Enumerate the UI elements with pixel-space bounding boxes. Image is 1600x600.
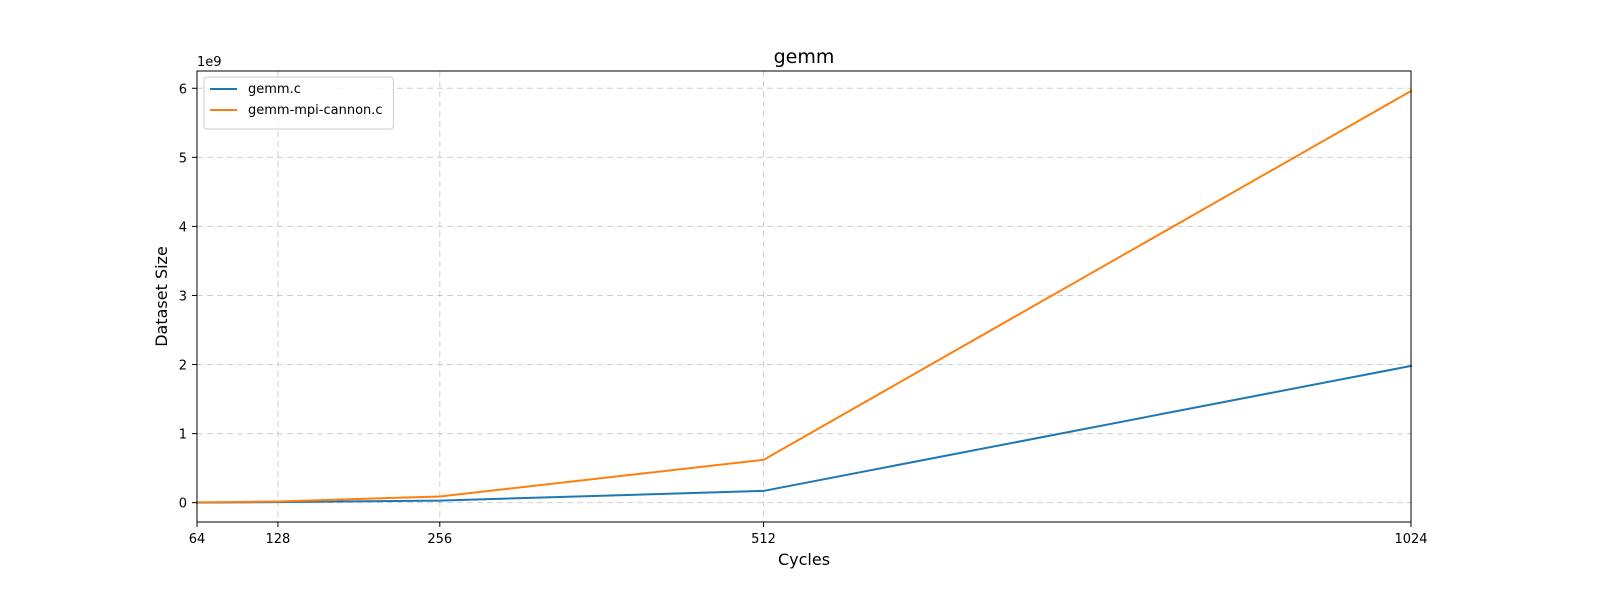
y-tick-label: 3	[179, 289, 187, 304]
x-axis-ticks: 64 128 256 512 1024	[189, 522, 1428, 547]
x-tick-label: 64	[189, 532, 206, 547]
chart-title: gemm	[774, 46, 835, 68]
series-line-gemm-c	[195, 364, 1413, 504]
legend: gemm.c gemm-mpi-cannon.c	[203, 76, 394, 130]
y-tick-label: 5	[179, 151, 187, 166]
series-line-gemm-mpi-cannon-c	[195, 89, 1413, 504]
y-axis-label: Dataset Size	[152, 246, 171, 347]
y-axis-ticks: 0 1 2 3 4 5 6	[179, 82, 197, 512]
y-tick-label: 2	[179, 359, 187, 374]
plot-area-frame	[196, 70, 1412, 523]
y-tick-label: 0	[179, 497, 187, 512]
series-lines	[195, 89, 1413, 504]
y-tick-label: 6	[179, 82, 187, 97]
legend-label: gemm-mpi-cannon.c	[248, 103, 383, 118]
x-tick-label: 256	[427, 532, 452, 547]
y-axis-offset-label: 1e9	[197, 55, 222, 70]
x-axis-label: Cycles	[778, 550, 830, 569]
legend-label: gemm.c	[248, 82, 301, 97]
x-tick-label: 512	[751, 532, 776, 547]
x-tick-label: 128	[266, 532, 291, 547]
grid	[196, 71, 1412, 522]
y-tick-label: 4	[179, 220, 187, 235]
legend-box	[203, 76, 394, 130]
x-tick-label: 1024	[1394, 532, 1427, 547]
y-tick-label: 1	[179, 428, 187, 443]
